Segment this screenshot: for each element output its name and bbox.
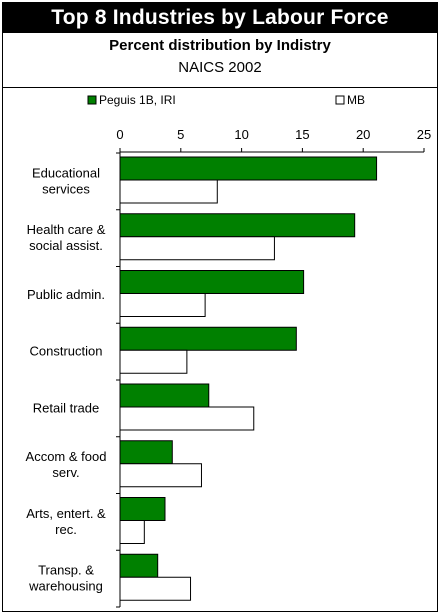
legend-swatch-2: [335, 95, 345, 105]
x-tick-label-3: 10: [234, 127, 248, 142]
category-label-2-line-2: social assist.: [29, 238, 103, 253]
chart-frame: Top 8 Industries by Labour Force Percent…: [2, 2, 438, 612]
x-tick-label-6: 25: [417, 127, 431, 142]
chart-subtitle: Percent distribution by Indistry: [109, 37, 331, 54]
bar-mb-5: [119, 406, 255, 431]
x-tick-label-1: 0: [116, 127, 123, 142]
bar-peguis-4: [119, 326, 297, 351]
category-label-7-line-1: Arts, entert. &: [26, 506, 106, 521]
bar-mb-6: [119, 463, 202, 488]
bar-peguis-6: [119, 440, 173, 465]
category-label-6-line-2: serv.: [52, 465, 79, 480]
legend-swatch-1: [87, 95, 97, 105]
category-label-8-line-2: warehousing: [28, 579, 103, 594]
bar-peguis-3: [119, 270, 305, 294]
category-label-3: Public admin.: [27, 287, 105, 302]
x-tick-label-4: 15: [295, 127, 309, 142]
bar-mb-3: [119, 293, 206, 317]
legend-label-2: MB: [347, 93, 365, 107]
bar-peguis-5: [119, 383, 210, 408]
category-label-2-line-1: Health care &: [27, 222, 106, 237]
bar-peguis-7: [119, 497, 166, 521]
chart-title: Top 8 Industries by Labour Force: [3, 3, 437, 33]
chart-subtitle-2: NAICS 2002: [178, 59, 262, 76]
category-label-1-line-2: services: [42, 181, 90, 196]
x-tick-label-2: 5: [177, 127, 184, 142]
category-label-1-line-1: Educational: [32, 165, 100, 180]
bar-peguis-1: [119, 156, 378, 181]
legend-label-1: Peguis 1B, IRI: [99, 93, 176, 107]
category-label-4: Construction: [30, 344, 103, 359]
category-label-7-line-2: rec.: [55, 522, 77, 537]
bar-peguis-8: [119, 553, 159, 578]
bar-peguis-2: [119, 213, 356, 238]
bar-mb-4: [119, 349, 188, 374]
x-tick-label-5: 20: [356, 127, 370, 142]
bar-mb-8: [119, 576, 192, 601]
bar-mb-1: [119, 179, 218, 204]
category-label-6-line-1: Accom & food: [26, 449, 107, 464]
bar-mb-7: [119, 520, 145, 544]
title-divider: [3, 87, 437, 88]
bar-mb-2: [119, 236, 275, 261]
category-label-5: Retail trade: [33, 400, 99, 415]
category-label-8-line-1: Transp. &: [38, 563, 94, 578]
